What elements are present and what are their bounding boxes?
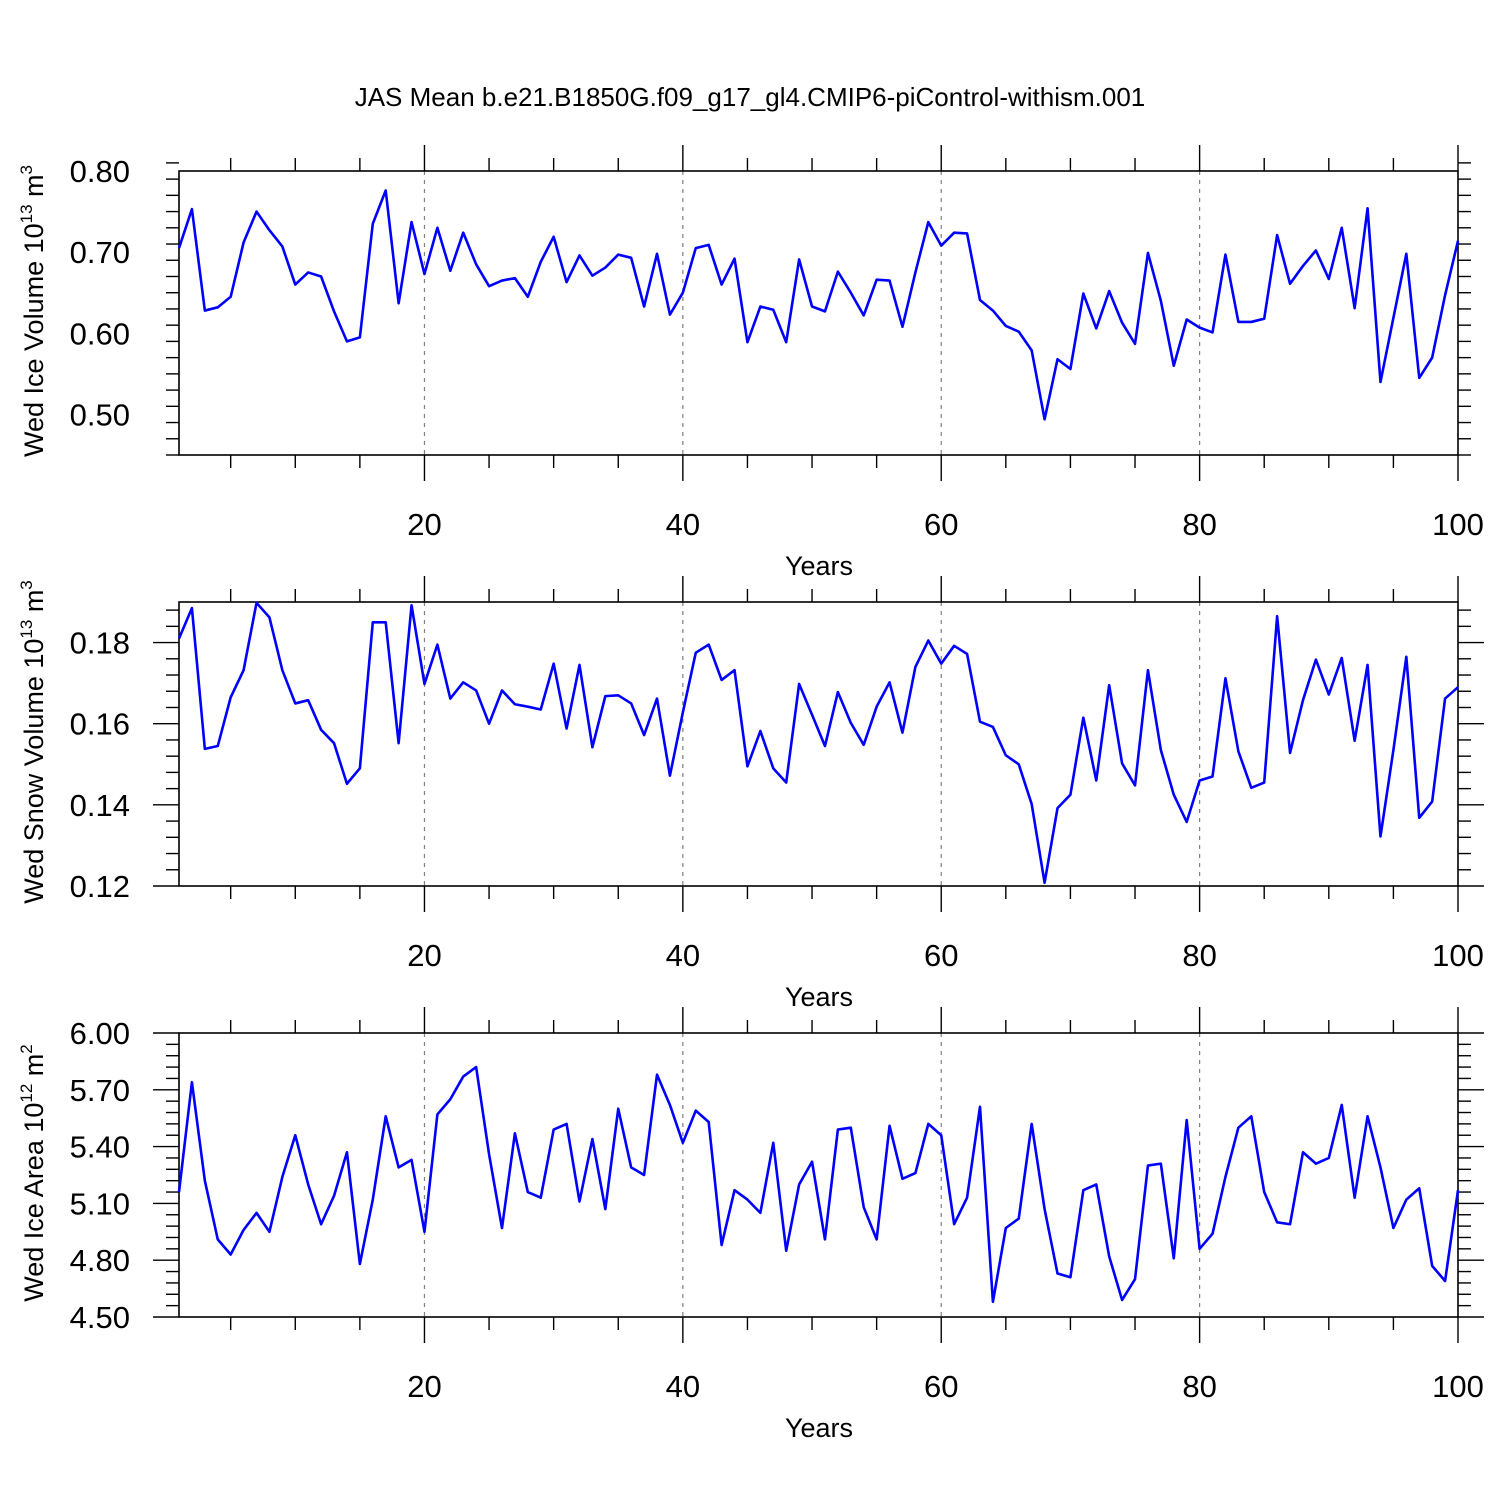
x-tick-label: 40 <box>666 507 700 542</box>
x-tick-label: 80 <box>1182 938 1216 973</box>
x-tick-label: 100 <box>1432 938 1484 973</box>
figure-title: JAS Mean b.e21.B1850G.f09_g17_gl4.CMIP6-… <box>355 82 1146 112</box>
y-tick-label: 0.70 <box>70 235 130 270</box>
x-tick-label: 20 <box>407 1369 441 1404</box>
x-tick-label: 40 <box>666 938 700 973</box>
x-tick-label: 80 <box>1182 1369 1216 1404</box>
panel-1: 0.50 0.60 0.70 0.80 20 40 60 80 100 Years Wed Ice … <box>17 145 1484 581</box>
y-axis-label: Wed Snow Volume 1013 m3 <box>17 580 49 904</box>
x-tick-label: 60 <box>924 507 958 542</box>
y-tick-label: 4.80 <box>70 1243 130 1278</box>
x-tick-label: 20 <box>407 507 441 542</box>
series-line-1 <box>177 189 1460 421</box>
plot-frame <box>178 1032 1459 1318</box>
y-tick-label: 5.40 <box>70 1130 130 1165</box>
x-axis-label: Years <box>785 1413 853 1443</box>
y-axis-label: Wed Ice Area 1012 m2 <box>17 1044 49 1302</box>
x-tick-label: 100 <box>1432 507 1484 542</box>
y-tick-label: 0.14 <box>70 788 130 823</box>
x-axis-label: Years <box>785 551 853 581</box>
x-tick-label: 60 <box>924 938 958 973</box>
y-axis-label: Wed Ice Volume 1013 m3 <box>17 165 49 457</box>
y-tick-label: 5.70 <box>70 1073 130 1108</box>
x-tick-label: 100 <box>1432 1369 1484 1404</box>
plot-frame <box>178 170 1459 456</box>
y-tick-label: 0.16 <box>70 707 130 742</box>
y-tick-label: 0.18 <box>70 626 130 661</box>
x-axis-label: Years <box>785 982 853 1012</box>
y-tick-label: 0.80 <box>70 154 130 189</box>
panel-2: 0.12 0.14 0.16 0.18 20 40 60 80 100 Years Wed Snow… <box>17 576 1484 1012</box>
series-line-2 <box>177 601 1459 885</box>
panel-3: 4.50 4.80 5.10 5.40 5.70 6.00 20 40 60 80 100 Years… <box>17 1007 1484 1443</box>
series-line-3 <box>177 1065 1460 1304</box>
x-tick-label: 60 <box>924 1369 958 1404</box>
y-tick-label: 0.60 <box>70 316 130 351</box>
y-tick-label: 4.50 <box>70 1300 130 1335</box>
plot-frame <box>178 601 1459 887</box>
x-tick-label: 80 <box>1182 507 1216 542</box>
x-tick-label: 20 <box>407 938 441 973</box>
y-tick-label: 0.50 <box>70 397 130 432</box>
y-tick-label: 6.00 <box>70 1016 130 1051</box>
y-tick-label: 0.12 <box>70 869 130 904</box>
x-tick-label: 40 <box>666 1369 700 1404</box>
y-tick-label: 5.10 <box>70 1186 130 1221</box>
